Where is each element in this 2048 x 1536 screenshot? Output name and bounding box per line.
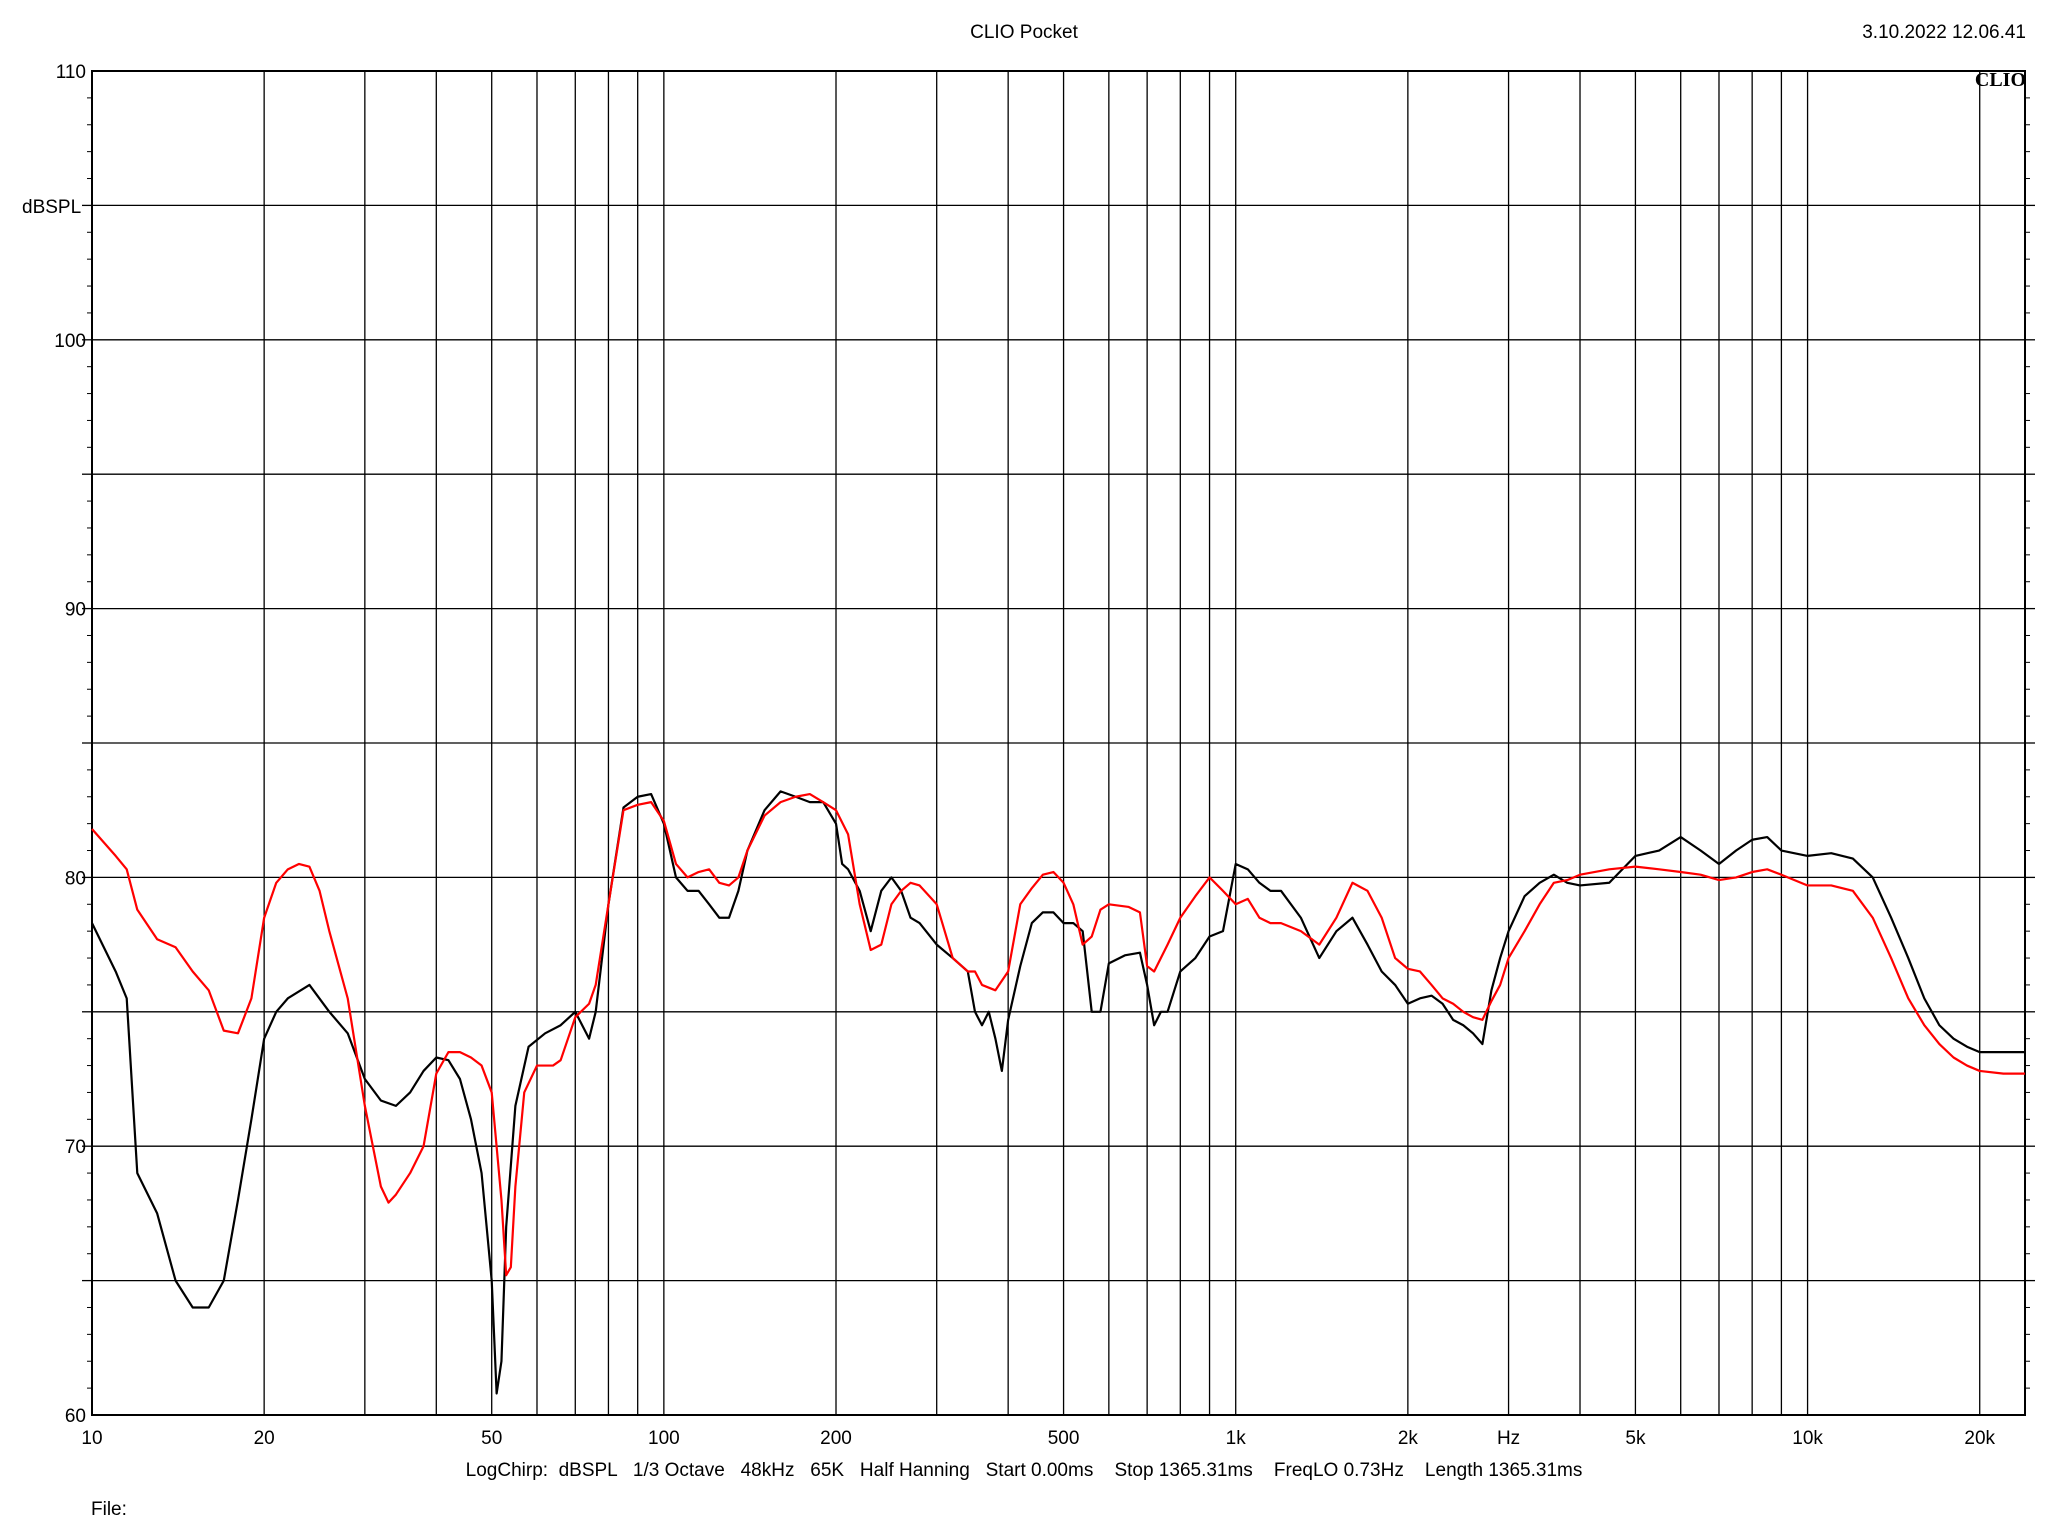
- measurement-settings: LogChirp: dBSPL 1/3 Octave 48kHz 65K Hal…: [465, 1460, 1583, 1481]
- y-tick-label: 90: [65, 600, 86, 621]
- x-tick-label: 50: [481, 1428, 502, 1449]
- y-tick-label: 100: [54, 331, 86, 352]
- tick-labels: 10 20 50 100 200 500 1k 2k 5k 10k 20k Hz 60 70 80 90 100…: [54, 62, 1995, 1449]
- x-tick-label: 20k: [1964, 1428, 1995, 1449]
- major-grid: [82, 71, 2035, 1415]
- plot-frame: [91, 70, 2026, 1416]
- x-tick-label: 2k: [1398, 1428, 1419, 1449]
- x-tick-label: 100: [648, 1428, 680, 1449]
- y-tick-label: 60: [65, 1406, 86, 1427]
- x-tick-label: 500: [1048, 1428, 1080, 1449]
- timestamp: 3.10.2022 12.06.41: [1862, 22, 2026, 43]
- x-axis-unit-label: Hz: [1497, 1428, 1520, 1449]
- x-tick-label: 200: [820, 1428, 852, 1449]
- file-label: File:: [91, 1499, 127, 1520]
- x-tick-label: 5k: [1625, 1428, 1646, 1449]
- x-tick-label: 1k: [1226, 1428, 1247, 1449]
- series-layer: [91, 790, 2025, 1395]
- series-black-line: [91, 790, 2025, 1395]
- y-tick-label: 80: [65, 868, 86, 889]
- clio-logo: CLIO: [1975, 69, 2026, 91]
- x-tick-label: 10k: [1792, 1428, 1823, 1449]
- x-tick-label: 20: [254, 1428, 275, 1449]
- y-tick-label: 70: [65, 1137, 86, 1158]
- x-tick-label: 10: [81, 1428, 102, 1449]
- app-title: CLIO Pocket: [970, 22, 1078, 43]
- y-axis-label: dBSPL: [22, 197, 81, 218]
- y-tick-label: 110: [56, 62, 86, 83]
- series-red-line: [91, 792, 2025, 1277]
